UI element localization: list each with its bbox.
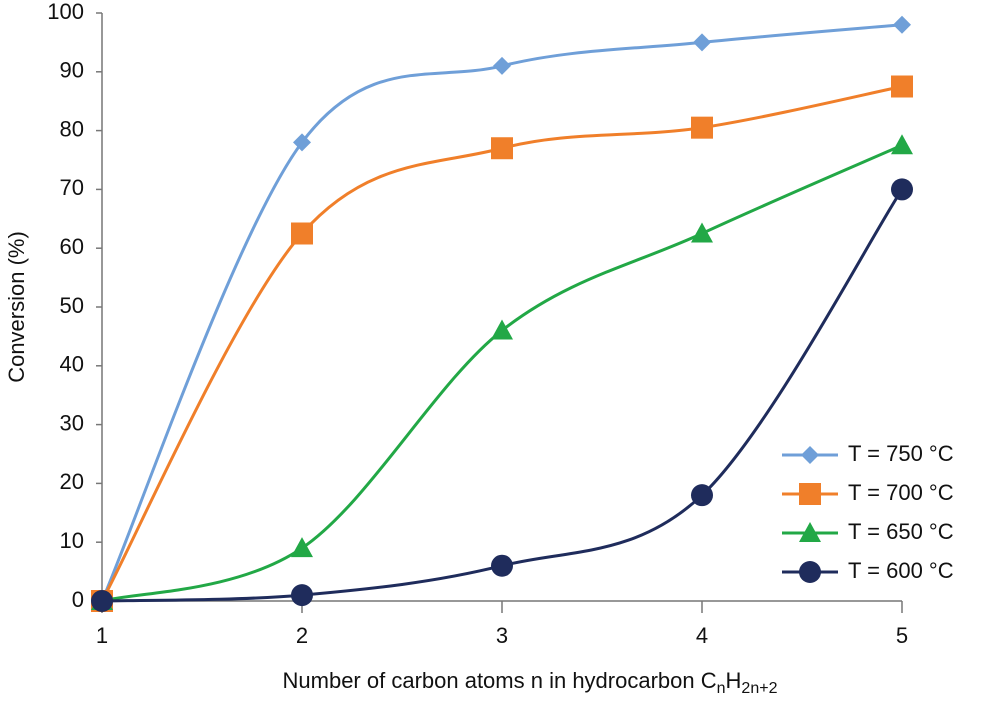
y-tick-label: 20 (60, 469, 84, 494)
legend-marker (799, 561, 821, 583)
x-tick-label: 3 (496, 623, 508, 648)
data-point (691, 484, 713, 507)
legend-label: T = 700 °C (848, 480, 954, 505)
data-point (891, 75, 913, 98)
legend-label: T = 750 °C (848, 441, 954, 466)
x-axis-label-part: H (726, 668, 742, 693)
x-tick-label: 4 (696, 623, 708, 648)
legend-marker (799, 483, 821, 505)
x-axis-label-part: Number of carbon atoms n in hydrocarbon … (283, 668, 717, 693)
y-tick-label: 100 (47, 0, 84, 24)
data-point (691, 116, 713, 139)
y-tick-label: 0 (72, 587, 84, 612)
data-point (891, 134, 913, 155)
x-axis-label-sub: 2n+2 (741, 680, 777, 697)
y-tick-label: 10 (60, 528, 84, 553)
y-tick-label: 50 (60, 293, 84, 318)
series-line (101, 188, 904, 603)
y-axis-label: Conversion (%) (4, 231, 29, 383)
y-tick-label: 40 (60, 352, 84, 377)
data-point (891, 178, 913, 201)
x-axis-label: Number of carbon atoms n in hydrocarbon … (283, 668, 778, 697)
series-line (100, 23, 903, 602)
y-tick-label: 60 (60, 234, 84, 259)
data-point (291, 584, 313, 607)
data-point (691, 222, 713, 243)
data-point (91, 590, 113, 612)
x-axis-label-sub: n (717, 680, 726, 697)
data-point (491, 319, 513, 340)
y-tick-label: 30 (60, 410, 84, 435)
data-point (291, 222, 313, 245)
data-point (893, 15, 911, 34)
x-tick-label: 5 (896, 623, 908, 648)
x-tick-label: 1 (96, 623, 108, 648)
data-point (693, 33, 711, 52)
y-tick-label: 70 (60, 175, 84, 200)
data-point (291, 537, 313, 558)
series-line (100, 85, 903, 602)
data-point (491, 554, 513, 577)
data-point (493, 56, 511, 75)
y-tick-label: 80 (60, 116, 84, 141)
legend-label: T = 600 °C (848, 558, 954, 583)
y-tick-label: 90 (60, 58, 84, 83)
legend-marker (801, 446, 819, 464)
data-point (293, 133, 311, 152)
legend-label: T = 650 °C (848, 519, 954, 544)
x-tick-label: 2 (296, 623, 308, 648)
legend-marker (799, 522, 821, 542)
data-point (491, 137, 513, 160)
